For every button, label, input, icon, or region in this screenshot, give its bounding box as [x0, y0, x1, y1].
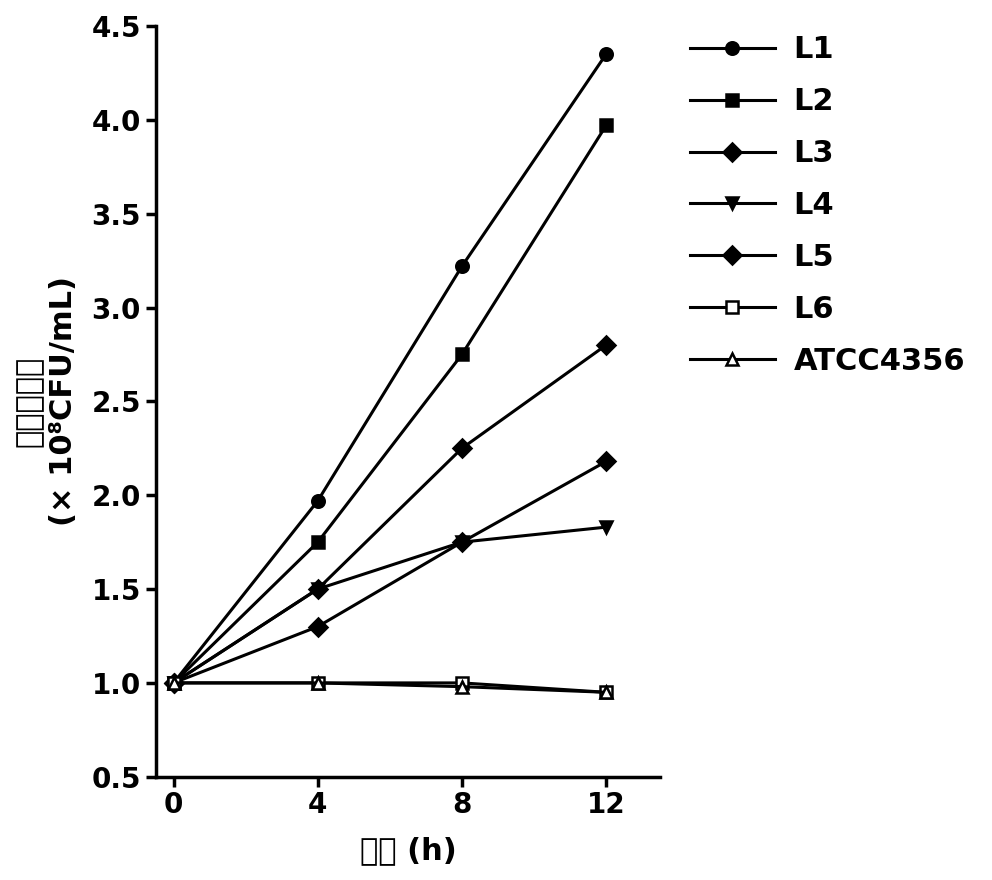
- L3: [168, 678, 180, 688]
- L5: [456, 537, 468, 547]
- L4: [311, 583, 323, 594]
- L4: [600, 522, 612, 532]
- L6: [168, 678, 180, 688]
- Legend: L1, L2, L3, L4, L5, L6, ATCC4356: L1, L2, L3, L4, L5, L6, ATCC4356: [681, 26, 974, 385]
- L5: [600, 456, 612, 466]
- Line: ATCC4356: ATCC4356: [168, 677, 612, 699]
- Line: L1: L1: [168, 48, 612, 689]
- L6: [311, 678, 323, 688]
- Y-axis label: 乳杆菌菌量
(× 10⁸CFU/mL): 乳杆菌菌量 (× 10⁸CFU/mL): [15, 276, 77, 526]
- L6: [456, 678, 468, 688]
- L2: [311, 537, 323, 547]
- Line: L4: L4: [168, 521, 612, 689]
- L3: [600, 340, 612, 350]
- L1: [600, 49, 612, 60]
- L6: [600, 687, 612, 698]
- L2: [456, 349, 468, 360]
- L1: [456, 261, 468, 272]
- Line: L6: L6: [168, 677, 612, 699]
- ATCC4356: [311, 678, 323, 688]
- L3: [311, 583, 323, 594]
- L1: [311, 495, 323, 506]
- L4: [456, 537, 468, 547]
- ATCC4356: [168, 678, 180, 688]
- L5: [311, 621, 323, 632]
- Line: L2: L2: [168, 119, 612, 689]
- Line: L5: L5: [168, 455, 612, 689]
- L3: [456, 443, 468, 453]
- Line: L3: L3: [168, 339, 612, 689]
- L2: [168, 678, 180, 688]
- L5: [168, 678, 180, 688]
- X-axis label: 时间 (h): 时间 (h): [359, 836, 456, 865]
- L2: [600, 121, 612, 131]
- ATCC4356: [456, 681, 468, 692]
- ATCC4356: [600, 687, 612, 698]
- L1: [168, 678, 180, 688]
- L4: [168, 678, 180, 688]
